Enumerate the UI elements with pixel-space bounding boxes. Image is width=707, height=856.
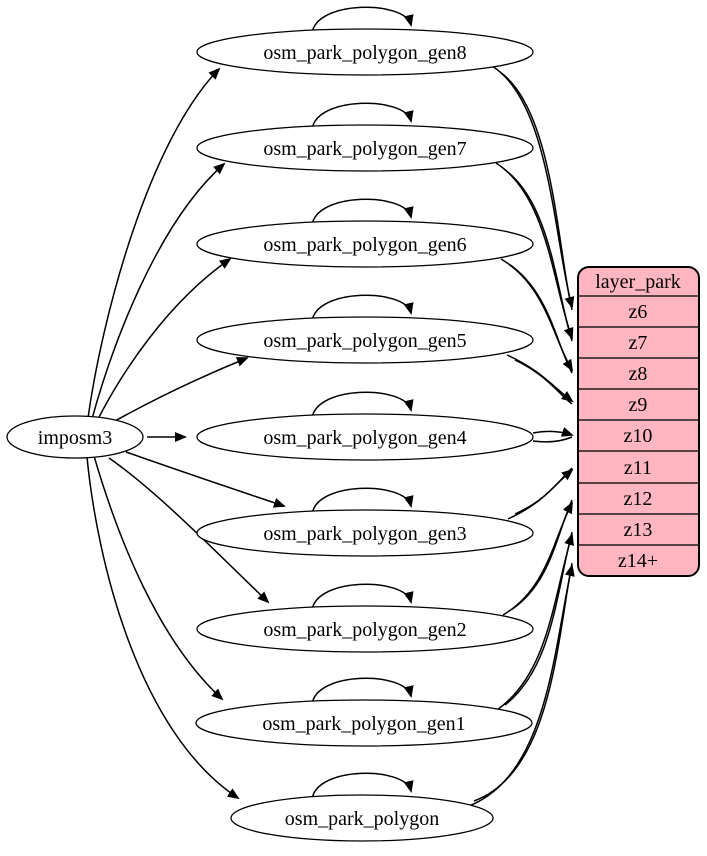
node-osm-park-polygon-gen7: osm_park_polygon_gen7 <box>196 124 534 172</box>
gen8-ellipse <box>196 28 534 76</box>
gen5-label: osm_park_polygon_gen5 <box>263 330 466 352</box>
self-loop-polygon <box>311 772 414 801</box>
node-imposm3: imposm3 <box>6 415 144 459</box>
polygon-ellipse <box>230 794 494 842</box>
edge-imposm3-gen3 <box>125 451 286 508</box>
edge-gen6-z8 <box>500 258 574 372</box>
edge-imposm3-gen7 <box>91 162 226 420</box>
gen7-ellipse <box>196 124 534 172</box>
layer-row-z9: z9 <box>629 394 648 416</box>
edge-imposm3-gen6 <box>96 257 232 422</box>
edge-imposm3-gen8 <box>87 67 221 419</box>
layer-row-z12: z12 <box>624 488 653 510</box>
node-osm-park-polygon-gen1: osm_park_polygon_gen1 <box>195 699 533 747</box>
edge-gen8-z6 <box>491 65 575 309</box>
self-loop-gen4 <box>311 391 414 420</box>
layer-park-box <box>577 266 700 577</box>
edge-polygon-z14-b <box>473 562 573 802</box>
edge-gen2-z12 <box>502 501 573 616</box>
gen7-label: osm_park_polygon_gen7 <box>263 138 466 160</box>
layer-row-z14: z14+ <box>618 550 658 572</box>
edge-gen4-z10-b <box>532 436 573 443</box>
gen4-ellipse <box>196 413 534 461</box>
self-loop-gen3 <box>311 487 414 516</box>
self-loop-gen5 <box>311 294 414 323</box>
gen5-ellipse <box>196 316 534 364</box>
node-osm-park-polygon: osm_park_polygon <box>230 794 494 842</box>
edge-gen6-z8-b <box>508 263 573 374</box>
gen1-label: osm_park_polygon_gen1 <box>262 713 465 735</box>
polygon-label: osm_park_polygon <box>285 808 439 830</box>
self-loop-gen2 <box>311 583 414 612</box>
layer-row-z7: z7 <box>629 332 648 354</box>
node-osm-park-polygon-gen3: osm_park_polygon_gen3 <box>196 509 534 557</box>
edge-layer <box>86 6 575 808</box>
edge-gen5-z9 <box>506 354 574 403</box>
gen2-label: osm_park_polygon_gen2 <box>263 619 466 641</box>
self-loop-gen8 <box>311 6 414 35</box>
self-loop-gen7 <box>311 102 414 131</box>
node-osm-park-polygon-gen5: osm_park_polygon_gen5 <box>196 316 534 364</box>
gen1-ellipse <box>195 699 533 747</box>
self-loop-gen1 <box>311 677 414 706</box>
layer-park-title: layer_park <box>595 271 681 293</box>
imposm3-label: imposm3 <box>38 427 112 449</box>
edge-gen3-z11-b <box>514 467 573 515</box>
gen2-ellipse <box>196 605 534 653</box>
edge-imposm3-gen5 <box>105 357 249 427</box>
node-osm-park-polygon-gen6: osm_park_polygon_gen6 <box>196 220 534 268</box>
layer-row-z11: z11 <box>624 457 652 479</box>
edge-imposm3-polygon <box>86 456 240 800</box>
layer-row-z10: z10 <box>624 425 653 447</box>
layer-row-z8: z8 <box>629 363 648 385</box>
edge-imposm3-gen1 <box>93 455 224 701</box>
gen4-label: osm_park_polygon_gen4 <box>263 427 466 449</box>
edge-imposm3-gen2 <box>108 457 270 604</box>
self-loop-gen6 <box>311 198 414 227</box>
imposm3-ellipse <box>6 415 144 459</box>
gen6-ellipse <box>196 220 534 268</box>
node-osm-park-polygon-gen2: osm_park_polygon_gen2 <box>196 605 534 653</box>
edge-gen4-z10 <box>532 427 574 437</box>
edge-gen2-z12-b <box>510 499 573 611</box>
edge-gen8-z6-b <box>499 71 573 311</box>
edge-gen7-z7-b <box>503 168 573 342</box>
node-osm-park-polygon-gen8: osm_park_polygon_gen8 <box>196 28 534 76</box>
gen8-label: osm_park_polygon_gen8 <box>263 42 466 64</box>
node-osm-park-polygon-gen4: osm_park_polygon_gen4 <box>196 413 534 461</box>
layer-row-z6: z6 <box>629 301 648 323</box>
gen6-label: osm_park_polygon_gen6 <box>263 234 466 256</box>
layer-row-z13: z13 <box>624 519 653 541</box>
edge-gen1-z13-b <box>504 531 573 706</box>
edge-gen5-z9-b <box>514 359 573 405</box>
gen3-ellipse <box>196 509 534 557</box>
node-layer-park: layer_park z6 z7 z8 z9 z10 z11 z12 z13 z… <box>577 266 700 577</box>
gen3-label: osm_park_polygon_gen3 <box>263 523 466 545</box>
